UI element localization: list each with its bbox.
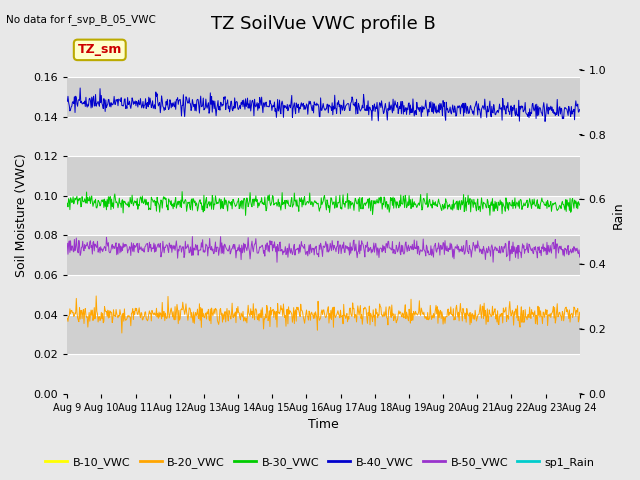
Bar	[67, 314, 580, 354]
Y-axis label: Soil Moisture (VWC): Soil Moisture (VWC)	[15, 154, 28, 277]
Bar	[67, 77, 580, 117]
X-axis label: Time: Time	[308, 419, 339, 432]
Title: TZ SoilVue VWC profile B: TZ SoilVue VWC profile B	[211, 15, 436, 33]
Bar	[67, 117, 580, 156]
Text: No data for f_svp_B_05_VWC: No data for f_svp_B_05_VWC	[6, 14, 156, 25]
Y-axis label: Rain: Rain	[612, 202, 625, 229]
Bar	[67, 354, 580, 394]
Bar	[67, 275, 580, 314]
Bar	[67, 196, 580, 235]
Bar	[67, 235, 580, 275]
Bar	[67, 156, 580, 196]
Legend: B-10_VWC, B-20_VWC, B-30_VWC, B-40_VWC, B-50_VWC, sp1_Rain: B-10_VWC, B-20_VWC, B-30_VWC, B-40_VWC, …	[41, 452, 599, 472]
Text: TZ_sm: TZ_sm	[77, 43, 122, 56]
